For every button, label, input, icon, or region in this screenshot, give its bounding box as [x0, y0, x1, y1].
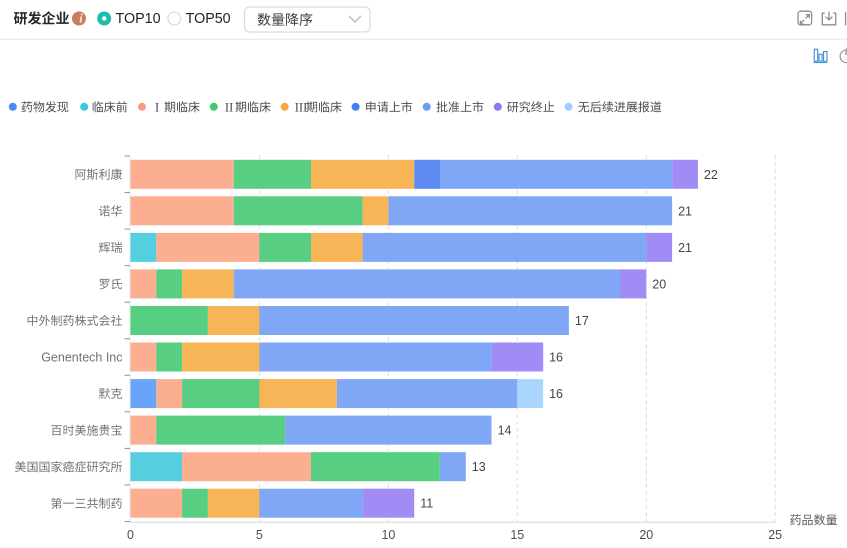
svg-text:20: 20 — [639, 528, 653, 542]
svg-text:16: 16 — [549, 387, 563, 401]
svg-text:17: 17 — [575, 314, 589, 328]
svg-text:21: 21 — [678, 241, 692, 255]
svg-text:TOP10: TOP10 — [116, 11, 161, 27]
svg-text:16: 16 — [549, 351, 563, 365]
svg-text:III: III — [295, 100, 308, 114]
svg-text:20: 20 — [652, 277, 666, 291]
svg-text:0: 0 — [127, 528, 134, 542]
svg-text:11: 11 — [420, 497, 433, 511]
svg-text:21: 21 — [678, 204, 692, 218]
svg-text:10: 10 — [381, 528, 395, 542]
svg-text:13: 13 — [472, 460, 486, 474]
svg-text:TOP50: TOP50 — [186, 11, 231, 27]
svg-text:Genentech Inc: Genentech Inc — [41, 350, 122, 364]
svg-text:25: 25 — [768, 528, 782, 542]
svg-text:I: I — [155, 100, 159, 114]
svg-text:15: 15 — [510, 528, 524, 542]
svg-text:i: i — [79, 12, 83, 26]
svg-text:II: II — [225, 100, 233, 114]
svg-text:14: 14 — [498, 424, 512, 438]
svg-text:22: 22 — [704, 168, 718, 182]
svg-text:5: 5 — [256, 528, 263, 542]
